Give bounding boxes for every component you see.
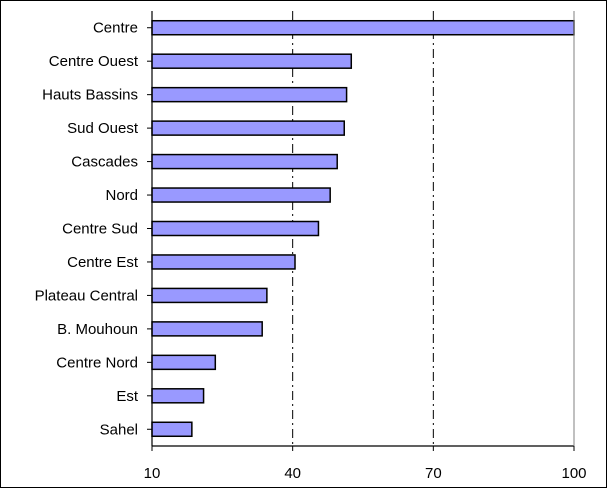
axes xyxy=(147,11,575,451)
category-label: Plateau Central xyxy=(35,287,138,304)
bar-centre-nord xyxy=(151,354,217,371)
bar-hauts-bassins xyxy=(151,86,348,103)
category-label: Centre Nord xyxy=(56,354,138,371)
category-labels: Centre Centre Ouest Hauts Bassins Sud Ouest… xyxy=(35,20,139,439)
category-label: Nord xyxy=(105,187,138,204)
bar-cascades xyxy=(151,153,338,170)
bars xyxy=(151,19,575,438)
bar-sud-ouest xyxy=(151,120,345,136)
category-label: Sud Ouest xyxy=(67,120,139,137)
x-tick-label: 10 xyxy=(144,465,161,482)
category-label: B. Mouhoun xyxy=(57,321,138,338)
bar-plateau-central xyxy=(151,287,268,304)
bar-centre-ouest xyxy=(151,53,353,69)
category-label: Centre Sud xyxy=(62,221,138,238)
category-label: Sahel xyxy=(100,421,138,438)
bar-centre-est xyxy=(151,254,296,270)
x-tick-label: 100 xyxy=(561,465,586,482)
bar-nord xyxy=(151,187,331,203)
category-label: Hauts Bassins xyxy=(42,87,138,104)
category-label: Centre Est xyxy=(67,254,139,271)
bar-centre-sud xyxy=(151,220,320,237)
category-label: Centre Ouest xyxy=(49,53,139,70)
category-label: Cascades xyxy=(71,154,138,171)
bar-sahel xyxy=(151,421,193,438)
x-tick-label: 70 xyxy=(425,465,442,482)
bar-b-mouhoun xyxy=(151,321,263,337)
bar-est xyxy=(151,388,205,404)
category-label: Est xyxy=(116,388,139,405)
bar-centre xyxy=(151,19,575,36)
tick-labels: 10 40 70 100 xyxy=(144,465,587,482)
x-tick-label: 40 xyxy=(284,465,301,482)
category-label: Centre xyxy=(93,20,138,37)
